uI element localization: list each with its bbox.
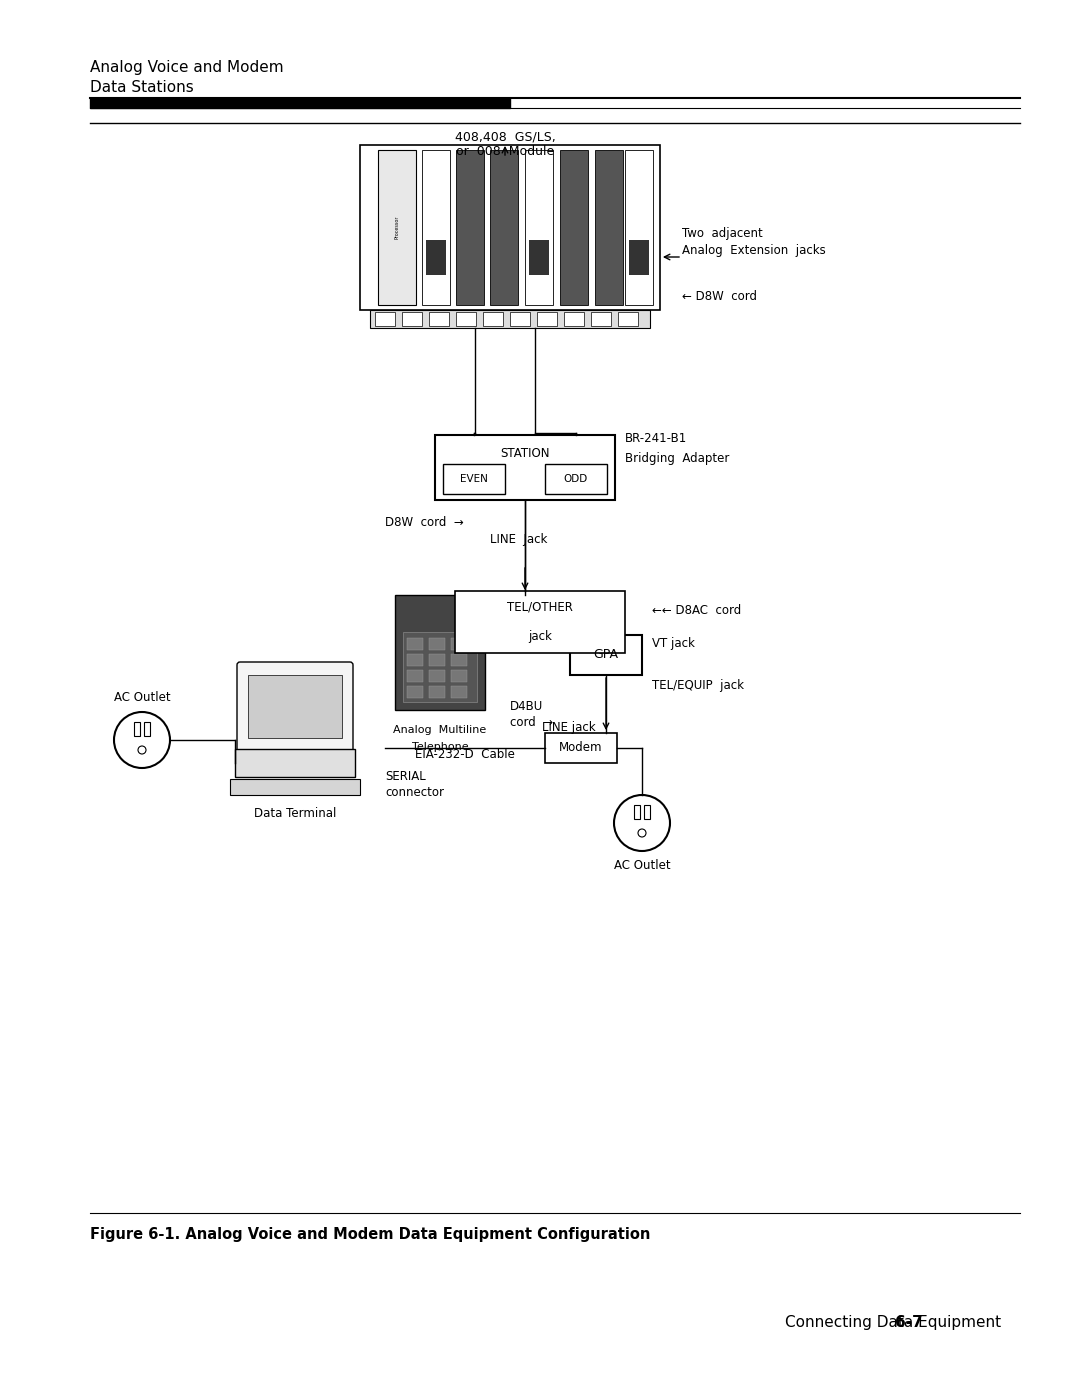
FancyBboxPatch shape [230,778,360,795]
Bar [456,151,484,306]
Text: GPA: GPA [594,649,619,661]
Bar [422,151,450,306]
Text: ODD: ODD [564,474,589,484]
Circle shape [638,829,646,837]
Bar [595,151,623,306]
Bar [407,638,423,650]
Text: Figure 6-1. Analog Voice and Modem Data Equipment Configuration: Figure 6-1. Analog Voice and Modem Data … [90,1228,650,1242]
Text: ← D8W  cord: ← D8W cord [681,290,757,304]
Bar [402,312,422,326]
Bar [510,312,530,326]
Text: ←← D8AC  cord: ←← D8AC cord [652,604,741,617]
Bar [426,240,446,275]
Text: Two  adjacent: Two adjacent [681,227,762,240]
Bar [456,312,476,326]
Text: Data Stations: Data Stations [90,80,193,95]
FancyBboxPatch shape [455,591,625,653]
Circle shape [138,746,146,755]
Text: Telephone: Telephone [411,742,469,752]
Bar [395,596,485,710]
Text: Processor: Processor [394,216,400,240]
Circle shape [114,711,170,769]
Bar [378,151,416,306]
Text: EIA-232-D  Cable: EIA-232-D Cable [415,749,515,762]
Bar [483,312,503,326]
Bar [403,632,477,702]
Bar [248,675,342,738]
Bar [407,654,423,665]
Text: Analog  Extension  jacks: Analog Extension jacks [681,244,826,257]
Bar [564,312,584,326]
Bar [429,654,445,665]
Text: AC Outlet: AC Outlet [113,691,171,704]
Text: AC Outlet: AC Outlet [613,859,671,872]
Text: STATION: STATION [500,446,550,460]
FancyBboxPatch shape [570,635,642,675]
Bar [634,805,640,819]
Text: Connecting Data Equipment: Connecting Data Equipment [785,1315,1005,1331]
Text: or  008  Module: or 008 Module [456,145,554,158]
Text: D8W  cord  →: D8W cord → [384,516,463,530]
FancyBboxPatch shape [435,435,615,499]
Text: connector: connector [384,787,444,799]
Text: TEL/EQUIP  jack: TEL/EQUIP jack [652,678,744,692]
Text: D4BU: D4BU [510,700,543,713]
Text: Analog Voice and Modem: Analog Voice and Modem [90,60,284,75]
Text: SERIAL: SERIAL [384,770,426,784]
Bar [407,670,423,682]
Bar [618,312,638,326]
Circle shape [615,795,670,851]
Text: BR-241-B1: BR-241-B1 [625,432,687,445]
FancyBboxPatch shape [235,749,355,777]
Bar [451,654,467,665]
Text: jack: jack [528,631,552,643]
Text: Bridging  Adapter: Bridging Adapter [625,452,729,465]
Text: 408,408  GS/LS,: 408,408 GS/LS, [455,130,555,144]
Bar [561,151,588,306]
FancyBboxPatch shape [237,663,353,753]
Text: cord  →: cord → [510,717,553,730]
Text: LINE  Jack: LINE Jack [490,533,548,547]
FancyBboxPatch shape [443,465,505,494]
Text: Modem: Modem [559,742,603,755]
Bar [429,312,449,326]
Bar [144,723,150,737]
Bar [490,151,518,306]
Bar [591,312,611,326]
Bar [644,805,650,819]
Bar [90,98,510,107]
Bar [134,723,140,737]
FancyBboxPatch shape [545,732,617,763]
Bar [451,670,467,682]
Bar [451,686,467,698]
Text: 6-7: 6-7 [895,1315,922,1331]
Bar [629,240,649,275]
Bar [429,638,445,650]
Bar [429,670,445,682]
Bar [625,151,653,306]
Text: EVEN: EVEN [460,474,488,484]
Text: TEL/OTHER: TEL/OTHER [508,601,572,614]
Text: Analog  Multiline: Analog Multiline [393,725,487,735]
Bar [429,686,445,698]
Bar [529,240,549,275]
Bar [525,151,553,306]
Text: VT jack: VT jack [652,636,694,650]
Bar [370,310,650,328]
FancyBboxPatch shape [545,465,607,494]
Bar [407,686,423,698]
Bar [375,312,395,326]
Bar [537,312,557,326]
Text: Data Terminal: Data Terminal [254,806,336,820]
Text: LINE jack: LINE jack [542,720,596,734]
Bar [451,638,467,650]
FancyBboxPatch shape [360,145,660,310]
